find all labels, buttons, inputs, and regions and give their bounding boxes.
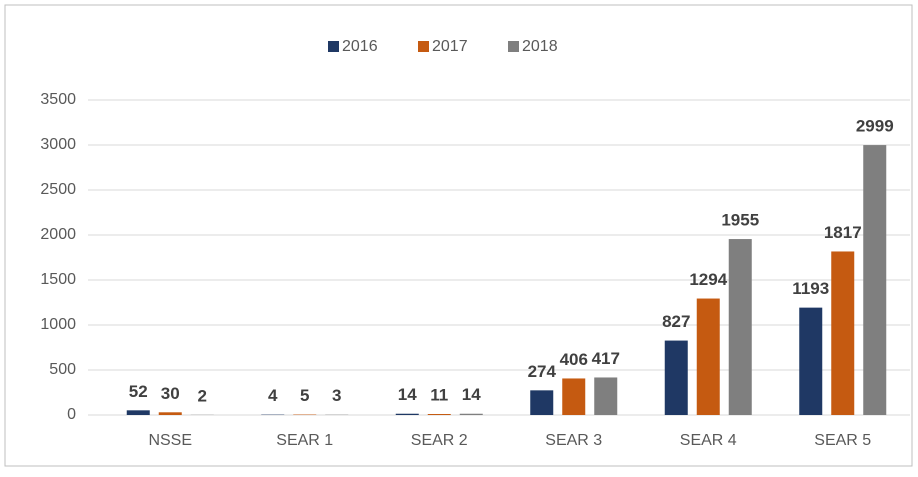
bar [594, 377, 617, 415]
data-label: 1817 [824, 223, 862, 242]
y-tick-label: 3000 [40, 136, 76, 153]
legend-swatch [328, 41, 339, 52]
x-tick-label: SEAR 4 [680, 432, 737, 449]
x-tick-label: SEAR 3 [545, 432, 602, 449]
legend-label: 2016 [342, 38, 378, 55]
data-label: 2999 [856, 117, 894, 136]
data-label: 5 [300, 386, 309, 405]
data-label: 1955 [721, 211, 759, 230]
bar [396, 414, 419, 415]
bar [729, 239, 752, 415]
data-label: 406 [560, 350, 588, 369]
bar [831, 251, 854, 415]
y-tick-label: 500 [49, 361, 76, 378]
data-label: 30 [161, 384, 180, 403]
data-label: 274 [528, 362, 557, 381]
x-tick-label: SEAR 5 [814, 432, 871, 449]
data-label: 14 [462, 385, 481, 404]
legend-swatch [418, 41, 429, 52]
y-tick-label: 1000 [40, 316, 76, 333]
data-label: 2 [198, 386, 207, 405]
x-tick-label: SEAR 1 [276, 432, 333, 449]
bar [127, 410, 150, 415]
bar [530, 390, 553, 415]
data-label: 827 [662, 312, 690, 331]
data-label: 4 [268, 386, 278, 405]
y-tick-label: 1500 [40, 271, 76, 288]
bar [562, 378, 585, 415]
bar [799, 308, 822, 415]
x-tick-label: NSSE [148, 432, 192, 449]
bar [428, 414, 451, 415]
data-label: 3 [332, 386, 341, 405]
y-tick-label: 2000 [40, 226, 76, 243]
bar [460, 414, 483, 415]
data-label: 52 [129, 382, 148, 401]
bar [665, 341, 688, 415]
bar [697, 299, 720, 415]
data-label: 417 [592, 349, 620, 368]
y-tick-label: 2500 [40, 181, 76, 198]
legend-label: 2017 [432, 38, 468, 55]
legend-swatch [508, 41, 519, 52]
y-tick-label: 0 [67, 406, 76, 423]
data-label: 11 [430, 385, 448, 404]
bar [159, 412, 182, 415]
bar [863, 145, 886, 415]
data-label: 14 [398, 385, 417, 404]
data-label: 1294 [689, 270, 727, 289]
y-tick-label: 3500 [40, 91, 76, 108]
x-tick-label: SEAR 2 [411, 432, 468, 449]
data-label: 1193 [792, 279, 829, 298]
legend-label: 2018 [522, 38, 558, 55]
